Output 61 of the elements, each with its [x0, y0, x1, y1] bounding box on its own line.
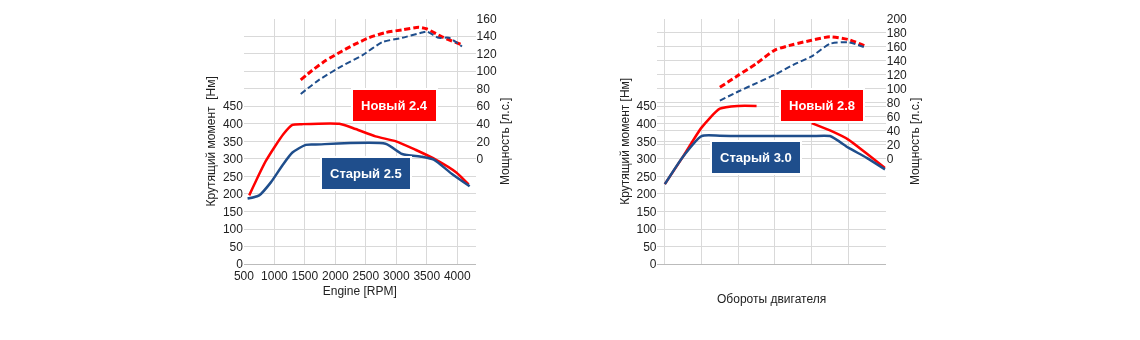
line-series [246, 141, 471, 200]
y2-tick-label: 200 [886, 11, 908, 26]
y-tick-label: 250 [636, 169, 657, 184]
y-axis-title: Крутящий момент [Нм] [204, 76, 219, 207]
y2-tick-label: 40 [886, 124, 901, 138]
y-tick-label: 100 [636, 222, 657, 237]
y2-axis-title: Мощность [л.с.] [497, 97, 512, 186]
y2-tick-label: 160 [886, 39, 908, 54]
y-tick-label: 450 [222, 99, 244, 114]
x-tick-label: 2500 [352, 268, 380, 283]
y2-tick-label: 20 [476, 134, 491, 149]
y2-tick-label: 180 [886, 25, 908, 40]
x-axis-title: Обороты двигателя [717, 292, 827, 307]
x-tick-label: 3000 [382, 268, 410, 283]
y2-tick-label: 100 [476, 64, 497, 79]
y2-tick-label: 60 [886, 109, 901, 124]
y-axis-title: Крутящий момент [Нм] [617, 77, 632, 205]
y2-tick-label: 60 [476, 99, 491, 114]
y2-tick-label: 80 [886, 95, 901, 110]
y-tick-label: 300 [222, 152, 244, 167]
y-tick-label: 350 [222, 134, 244, 149]
series-label: Старый 2.5 [330, 166, 402, 181]
line-series [299, 30, 463, 95]
y2-tick-label: 80 [476, 81, 491, 96]
y-tick-label: 0 [649, 257, 657, 272]
y-tick-label: 300 [636, 152, 657, 167]
y2-tick-label: 0 [886, 152, 894, 167]
y-tick-label: 100 [222, 222, 244, 237]
line-series [299, 25, 464, 82]
y-tick-label: 250 [222, 169, 244, 184]
y-tick-label: 400 [222, 116, 244, 131]
y-tick-label: 150 [222, 204, 244, 219]
x-tick-label: 1500 [291, 268, 319, 283]
y-tick-label: 200 [636, 187, 657, 202]
y2-tick-label: 20 [886, 138, 901, 153]
y2-axis-title: Мощность [л.с.] [908, 97, 922, 186]
y-tick-label: 450 [636, 99, 657, 114]
y-tick-label: 50 [643, 239, 657, 254]
series-label: Новый 2.4 [361, 98, 428, 113]
series-label: Старый 3.0 [720, 150, 792, 165]
y2-tick-label: 120 [886, 67, 908, 82]
x-tick-label: 3500 [413, 268, 441, 283]
y-tick-label: 150 [636, 204, 657, 219]
y-tick-label: 50 [229, 239, 244, 254]
y-tick-label: 400 [636, 116, 657, 131]
x-tick-label: 4000 [443, 268, 471, 283]
y2-tick-label: 140 [886, 53, 908, 68]
y2-tick-label: 0 [476, 152, 484, 167]
y-tick-label: 200 [222, 187, 244, 202]
line-series [247, 122, 470, 197]
y2-tick-label: 160 [476, 11, 497, 26]
y2-tick-label: 140 [476, 29, 497, 44]
y-tick-label: 350 [636, 134, 657, 149]
y2-tick-label: 40 [476, 116, 491, 131]
y2-tick-label: 100 [886, 81, 908, 96]
x-tick-label: 2000 [322, 268, 350, 283]
line-series [663, 134, 886, 186]
series-label: Новый 2.8 [789, 98, 856, 113]
x-axis-title: Engine [RPM] [322, 284, 397, 299]
x-tick-label: 1000 [261, 268, 289, 283]
y2-tick-label: 120 [476, 46, 497, 61]
